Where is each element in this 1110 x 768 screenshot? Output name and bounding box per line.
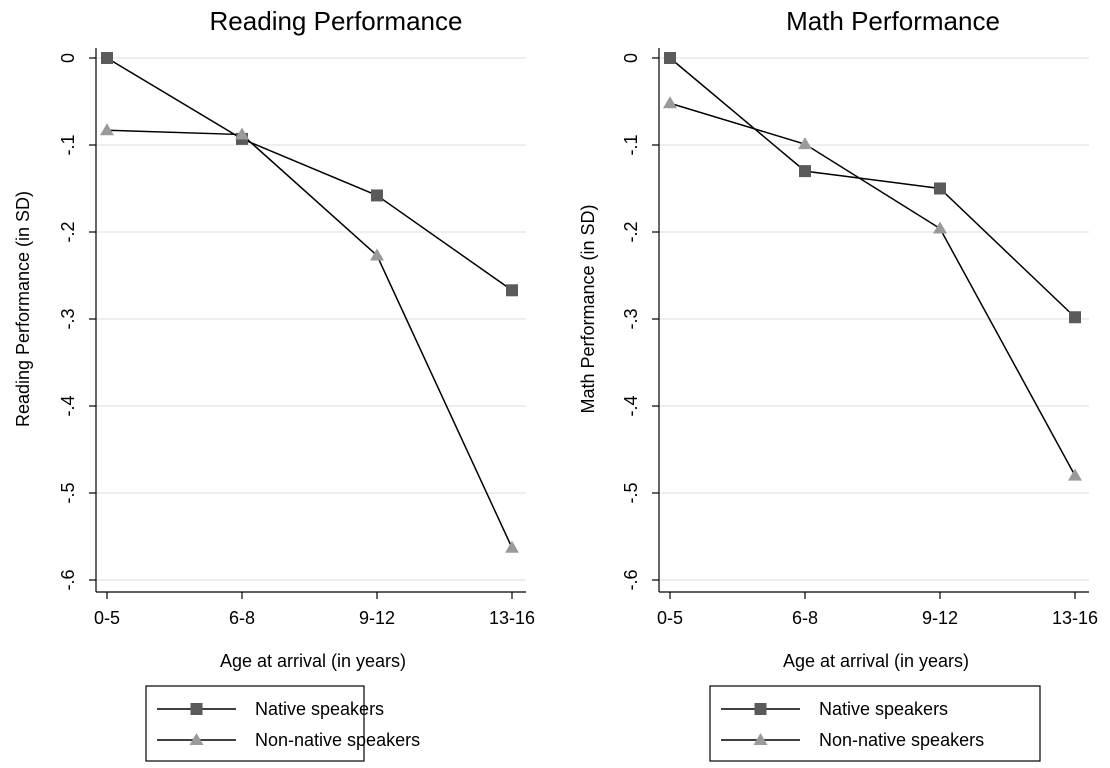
reading-y-tick-label: -.4 <box>58 395 78 416</box>
reading-y-tick-label: 0 <box>58 53 78 63</box>
reading-point-native <box>506 284 518 296</box>
math-x-axis-label: Age at arrival (in years) <box>783 651 969 671</box>
reading-y-tick-label: -.3 <box>58 308 78 329</box>
math-point-non-native <box>663 96 677 108</box>
reading-point-non-native <box>100 123 114 135</box>
math-y-tick-label: -.1 <box>621 134 641 155</box>
math-point-non-native <box>1068 469 1082 481</box>
math-chart-title: Math Performance <box>786 6 1000 36</box>
math-series-line-native <box>670 58 1075 317</box>
reading-y-tick-label: -.1 <box>58 134 78 155</box>
math-y-tick-label: -.4 <box>621 395 641 416</box>
math-series-line-non-native <box>670 103 1075 475</box>
math-x-tick-label: 13-16 <box>1052 608 1098 628</box>
math-y-tick-label: -.5 <box>621 482 641 503</box>
math-x-tick-label: 0-5 <box>657 608 683 628</box>
math-point-native <box>799 165 811 177</box>
reading-point-native <box>101 52 113 64</box>
math-y-tick-label: -.3 <box>621 308 641 329</box>
math-y-axis-label: Math Performance (in SD) <box>578 204 598 413</box>
math-y-tick-label: 0 <box>621 53 641 63</box>
math-x-tick-label: 6-8 <box>792 608 818 628</box>
reading-y-tick-label: -.5 <box>58 482 78 503</box>
reading-point-non-native <box>505 541 519 553</box>
math-point-native <box>934 183 946 195</box>
reading-y-axis-label: Reading Performance (in SD) <box>13 191 33 427</box>
reading-y-tick-label: -.2 <box>58 221 78 242</box>
reading-x-tick-label: 13-16 <box>489 608 535 628</box>
math-legend-label-native: Native speakers <box>819 699 948 719</box>
reading-series-line-native <box>107 58 512 290</box>
reading-x-axis-label: Age at arrival (in years) <box>220 651 406 671</box>
math-point-native <box>1069 311 1081 323</box>
math-x-tick-label: 9-12 <box>922 608 958 628</box>
math-point-non-native <box>933 222 947 234</box>
math-legend-marker-native <box>755 703 767 715</box>
reading-point-native <box>371 189 383 201</box>
reading-x-tick-label: 9-12 <box>359 608 395 628</box>
reading-chart-title: Reading Performance <box>210 6 463 36</box>
math-legend-label-non-native: Non-native speakers <box>819 730 984 750</box>
reading-series-line-non-native <box>107 130 512 548</box>
math-point-native <box>664 52 676 64</box>
reading-legend-label-native: Native speakers <box>255 699 384 719</box>
reading-legend-label-non-native: Non-native speakers <box>255 730 420 750</box>
math-y-tick-label: -.6 <box>621 569 641 590</box>
reading-legend-marker-native <box>191 703 203 715</box>
reading-y-tick-label: -.6 <box>58 569 78 590</box>
reading-x-tick-label: 0-5 <box>94 608 120 628</box>
math-y-tick-label: -.2 <box>621 221 641 242</box>
reading-x-tick-label: 6-8 <box>229 608 255 628</box>
